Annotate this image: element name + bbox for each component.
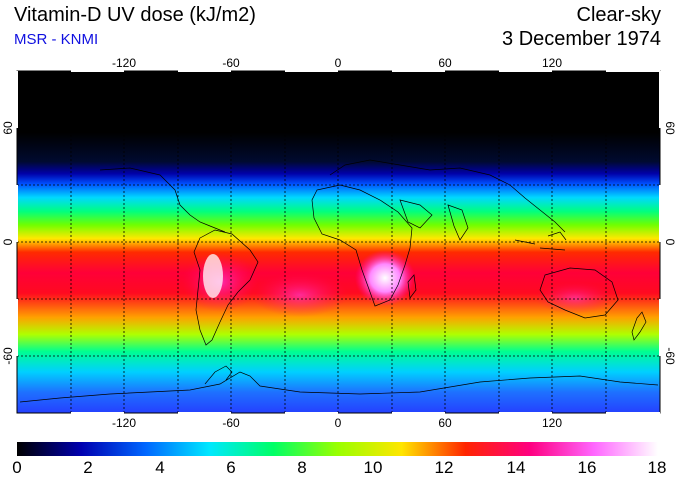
coast-south-america (193, 229, 259, 346)
lon-label-top: 0 (335, 56, 342, 70)
colorbar-tick-label: 2 (83, 458, 93, 477)
coast-africa (311, 184, 413, 307)
coast-australia (539, 267, 619, 319)
coastlines (19, 159, 659, 403)
sky-condition: Clear-sky (576, 4, 661, 26)
colorbar-tick-label: 0 (12, 458, 22, 477)
coast-india (447, 204, 469, 241)
frame-tick-marks (16, 70, 661, 414)
source-label: MSR - KNMI (14, 31, 99, 48)
lon-label-bottom: 120 (542, 416, 562, 430)
coast-europe-asia (329, 159, 566, 233)
lon-label-bottom: -60 (222, 416, 240, 430)
graticule (17, 71, 660, 413)
lon-label-bottom: 0 (335, 416, 342, 430)
lon-label-bottom: 60 (438, 416, 452, 430)
coast-arabia (399, 199, 433, 229)
lon-label-top: -60 (222, 56, 240, 70)
date-label: 3 December 1974 (502, 28, 661, 50)
lat-label-left: 0 (1, 238, 15, 245)
dose-hotspots (182, 250, 615, 317)
colorbar (17, 442, 658, 456)
lat-label-left: 60 (1, 121, 15, 135)
coast-antarctica (19, 371, 659, 403)
colorbar-tick-label: 4 (155, 458, 165, 477)
colorbar-tick-label: 8 (297, 458, 307, 477)
lon-label-top: -120 (112, 56, 136, 70)
colorbar-tick-label: 18 (647, 458, 667, 477)
colorbar-tick-label: 10 (363, 458, 383, 477)
colorbar-tick-label: 12 (434, 458, 454, 477)
lat-label-right: 0 (663, 239, 677, 246)
lon-label-top: 120 (542, 56, 562, 70)
lon-label-bottom: -120 (112, 416, 136, 430)
coast-north-america (99, 167, 226, 233)
map-title: Vitamin-D UV dose (kJ/m2) (14, 4, 256, 26)
lon-label-top: 60 (438, 56, 452, 70)
lat-label-right: 60 (663, 121, 677, 135)
coast-madagascar (407, 274, 417, 299)
coast-new-zealand (631, 311, 647, 341)
colorbar-tick-label: 14 (506, 458, 526, 477)
lat-label-left: -60 (1, 347, 15, 365)
colorbar-tick-label: 6 (226, 458, 236, 477)
lat-label-right: -60 (663, 347, 677, 365)
coast-antarctic-peninsula (204, 365, 233, 385)
colorbar-tick-label: 16 (577, 458, 597, 477)
